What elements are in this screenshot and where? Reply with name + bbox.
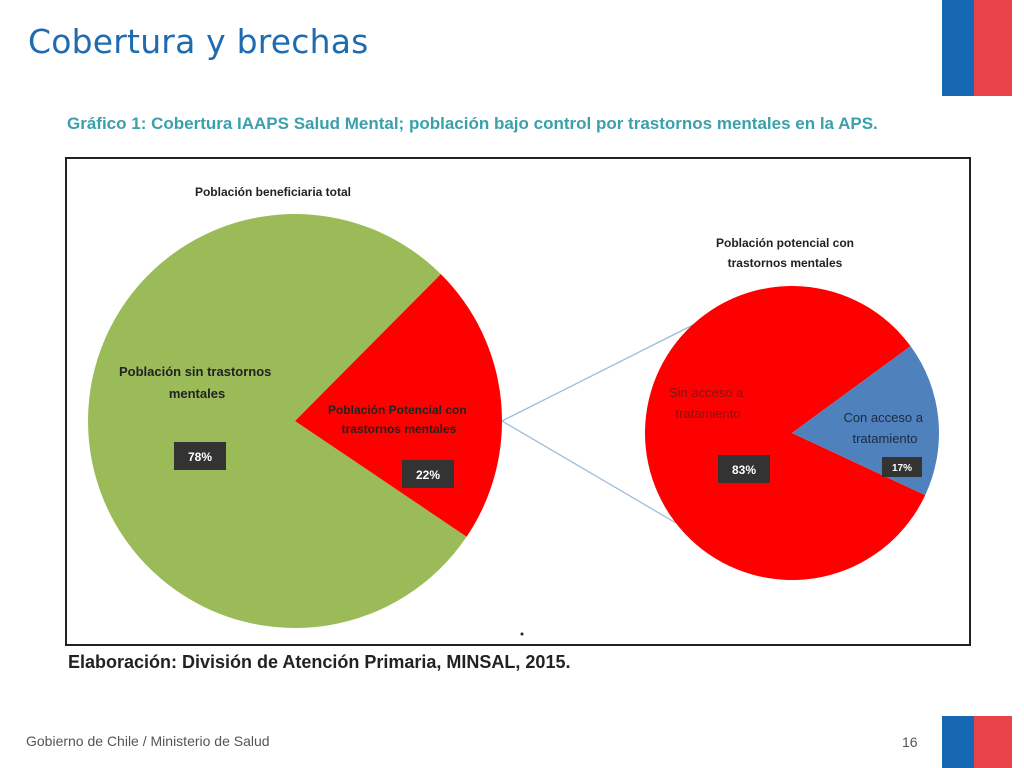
flag-red-stripe: [974, 716, 1012, 768]
pie1-slice1-value-badge: 78%: [174, 442, 226, 470]
svg-text:22%: 22%: [416, 468, 440, 482]
page-number: 16: [902, 734, 918, 750]
pie1-slice2-value-badge: 22%: [402, 460, 454, 488]
flag-red-stripe: [974, 0, 1012, 96]
pie2-title: Población potencial con trastornos mental…: [716, 236, 854, 270]
source-note: Elaboración: División de Atención Primar…: [68, 652, 571, 672]
connector-lines: [501, 324, 694, 524]
pie1-slice-1: [88, 213, 467, 628]
pie2-slice-1: [645, 285, 926, 580]
pie1-title: Población beneficiaria total: [195, 185, 351, 199]
pie1-slice2-label: Población Potencial con trastornos menta…: [328, 403, 470, 436]
flag-blue-stripe: [942, 716, 974, 768]
pie-chart-total-population: [88, 213, 503, 628]
footer-text: Gobierno de Chile / Ministerio de Salud: [26, 733, 270, 749]
pie-charts: Población beneficiaria total Población p…: [88, 185, 939, 636]
chile-flag-decoration-top: [942, 0, 1012, 96]
svg-text:83%: 83%: [732, 463, 756, 477]
svg-text:17%: 17%: [892, 463, 912, 474]
pie2-slice1-label: Sin acceso a tratamiento: [669, 385, 747, 421]
chart-caption: Gráfico 1: Cobertura IAAPS Salud Mental;…: [67, 114, 878, 133]
connector-line-2: [501, 420, 677, 524]
pie2-slice1-value-badge: 83%: [718, 455, 770, 483]
chile-flag-decoration-bottom: [942, 716, 1012, 768]
pie2-slice2-label: Con acceso a tratamiento: [843, 410, 926, 446]
slide-title: Cobertura y brechas: [28, 22, 369, 61]
svg-text:78%: 78%: [188, 450, 212, 464]
flag-blue-stripe: [942, 0, 974, 96]
stray-dot: [520, 632, 524, 636]
pie1-slice1-label: Población sin trastornos mentales: [119, 364, 275, 401]
connector-line-1: [501, 324, 694, 422]
pie2-slice2-value-badge: 17%: [882, 457, 922, 477]
